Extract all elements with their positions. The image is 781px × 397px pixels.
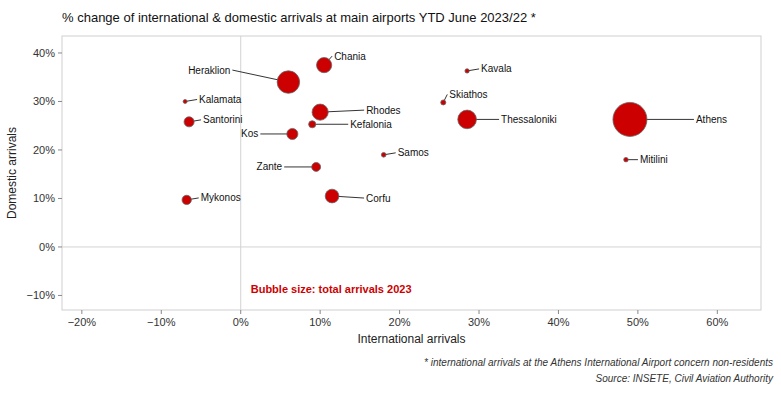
- y-tick: [58, 149, 62, 150]
- x-tick-label: −20%: [68, 316, 97, 328]
- title: % change of international & domestic arr…: [62, 10, 536, 25]
- bubble: [183, 99, 187, 103]
- leader-line: [312, 124, 348, 125]
- bubble: [184, 117, 194, 127]
- y-tick: [58, 52, 62, 53]
- x-axis-label: International arrivals: [357, 332, 465, 346]
- bubble: [277, 71, 299, 93]
- x-tick: [717, 310, 718, 314]
- y-tick: [58, 246, 62, 247]
- plot-frame: [62, 36, 761, 310]
- y-tick: [58, 295, 62, 296]
- x-tick-label: 60%: [706, 316, 728, 328]
- bubble-label: Chania: [334, 51, 366, 62]
- x-tick-label: −10%: [147, 316, 176, 328]
- x-tick: [240, 310, 241, 314]
- bubble-label: Kalamata: [199, 94, 242, 105]
- bubble: [309, 121, 316, 128]
- y-tick-label: 10%: [33, 192, 55, 204]
- bubble-label: Thessaloniki: [501, 114, 557, 125]
- bubble: [312, 162, 321, 171]
- y-tick: [58, 101, 62, 102]
- bubble-label: Samos: [398, 147, 429, 158]
- bubble-label: Kos: [241, 128, 258, 139]
- y-tick-label: 30%: [33, 95, 55, 107]
- x-tick-label: 50%: [627, 316, 649, 328]
- x-tick-label: 40%: [547, 316, 569, 328]
- x-tick: [161, 310, 162, 314]
- y-tick-label: 20%: [33, 144, 55, 156]
- y-tick-label: 40%: [33, 47, 55, 59]
- bubble: [317, 57, 332, 72]
- x-tick: [637, 310, 638, 314]
- bubble: [182, 195, 191, 204]
- bubble: [465, 69, 469, 73]
- bubble-label: Heraklion: [188, 65, 230, 76]
- y-tick-label: −10%: [27, 289, 56, 301]
- bubble: [381, 152, 386, 157]
- bubble-label: Athens: [696, 114, 727, 125]
- x-tick: [399, 310, 400, 314]
- bubble-label: Mykonos: [201, 192, 241, 203]
- y-tick: [58, 198, 62, 199]
- x-tick-label: 0%: [233, 316, 249, 328]
- bubbles: [182, 57, 647, 204]
- bubble-label: Skiathos: [449, 89, 487, 100]
- bubble-label: Kavala: [481, 63, 512, 74]
- x-tick: [558, 310, 559, 314]
- zero-line-x: [240, 36, 241, 310]
- bubble: [325, 189, 339, 203]
- bubble-label: Rhodes: [366, 105, 400, 116]
- bubble-label: Zante: [257, 161, 283, 172]
- chart: −20% −10% 0% 10% 20% 30% 40% 50% 60% −10% 0% 10% 20%…: [0, 0, 781, 397]
- bubble: [441, 100, 446, 105]
- bubble: [613, 102, 647, 136]
- footnote: * international arrivals at the Athens I…: [424, 357, 773, 368]
- bubble-labels: Heraklion Chania Rhodes Kefalonia Kos Zante Co…: [188, 51, 727, 204]
- x-tick-label: 20%: [389, 316, 411, 328]
- leader-lines: [185, 56, 694, 200]
- x-tick: [479, 310, 480, 314]
- bubble: [624, 157, 628, 161]
- bubble-label: Santorini: [203, 114, 242, 125]
- bubble-legend: Bubble size: total arrivals 2023: [251, 283, 412, 295]
- y-axis-label: Domestic arrivals: [5, 127, 19, 219]
- x-tick-label: 10%: [309, 316, 331, 328]
- bubble: [458, 110, 477, 129]
- bubble: [312, 104, 328, 120]
- zero-line-y: [62, 246, 761, 247]
- bubble-label: Kefalonia: [350, 119, 392, 130]
- x-tick: [320, 310, 321, 314]
- bubble: [287, 128, 298, 139]
- bubble-label: Mitilini: [640, 154, 668, 165]
- x-tick: [81, 310, 82, 314]
- bubble-label: Corfu: [366, 193, 390, 204]
- x-tick-label: 30%: [468, 316, 490, 328]
- footnote: Source: INSETE, Civil Aviation Authority: [596, 373, 774, 384]
- y-tick-label: 0%: [39, 241, 55, 253]
